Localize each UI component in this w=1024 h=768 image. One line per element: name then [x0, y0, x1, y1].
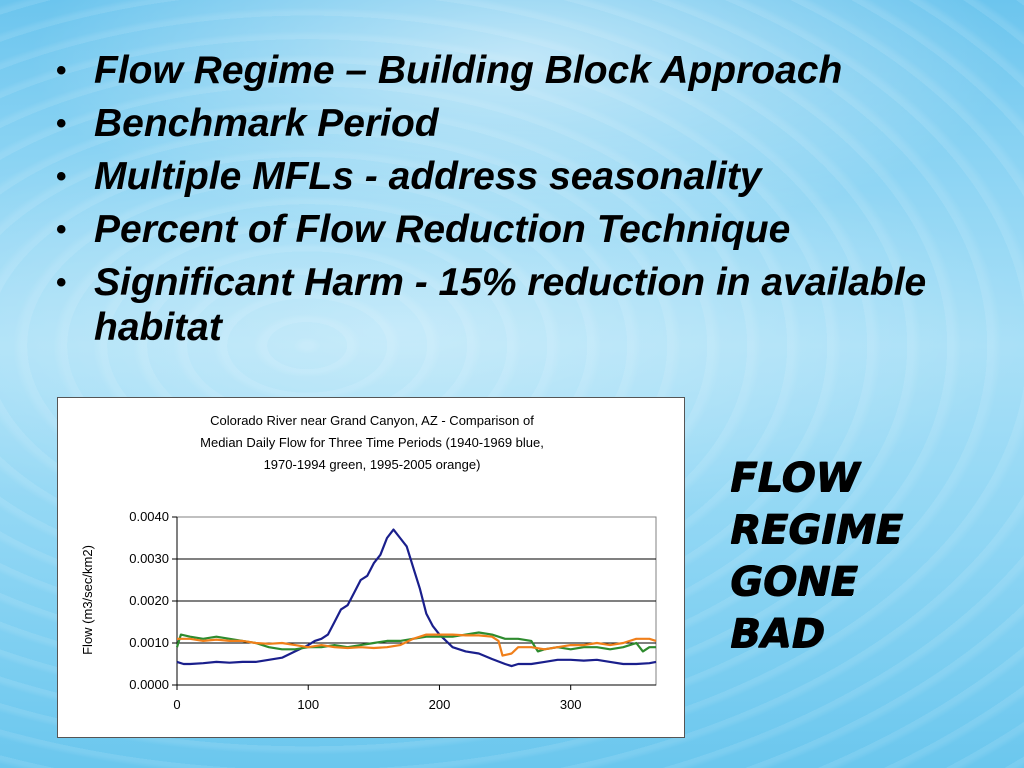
bullet-item: • Significant Harm - 15% reduction in ava… — [52, 260, 982, 350]
y-tick-label: 0.0010 — [129, 635, 169, 650]
chart-title-line-3: 1970-1994 green, 1995-2005 orange) — [264, 457, 481, 472]
bullet-text: Flow Regime – Building Block Approach — [94, 49, 843, 92]
bullet-item: • Multiple MFLs - address seasonality — [52, 154, 982, 199]
bullet-text: Percent of Flow Reduction Technique — [94, 208, 791, 251]
bullet-text: Significant Harm - 15% reduction in avai… — [94, 261, 927, 349]
y-tick-label: 0.0020 — [129, 593, 169, 608]
y-tick-label: 0.0030 — [129, 551, 169, 566]
x-tick-label: 0 — [173, 697, 180, 712]
chart-title-line-2: Median Daily Flow for Three Time Periods… — [200, 435, 544, 450]
bullet-item: • Benchmark Period — [52, 101, 982, 146]
flow-regime-gone-bad-label: FLOW REGIME GONE BAD — [730, 452, 990, 660]
y-axis-label: Flow (m3/sec/km2) — [80, 545, 95, 655]
chart-container: Colorado River near Grand Canyon, AZ - C… — [57, 397, 685, 738]
bullet-text: Multiple MFLs - address seasonality — [94, 155, 762, 198]
side-label-line-2: REGIME — [730, 507, 903, 553]
side-label-line-4: BAD — [730, 611, 825, 657]
bullet-dot: • — [56, 54, 67, 87]
bullet-item: • Percent of Flow Reduction Technique — [52, 207, 982, 252]
bullet-dot: • — [56, 160, 67, 193]
y-tick-label: 0.0040 — [129, 509, 169, 524]
flow-chart: Colorado River near Grand Canyon, AZ - C… — [80, 413, 657, 712]
chart-title-line-1: Colorado River near Grand Canyon, AZ - C… — [210, 413, 534, 428]
y-tick-label: 0.0000 — [129, 677, 169, 692]
bullet-dot: • — [56, 213, 67, 246]
series-line-1 — [176, 528, 657, 668]
x-tick-label: 200 — [429, 697, 451, 712]
x-tick-label: 300 — [560, 697, 582, 712]
side-label-line-3: GONE — [730, 559, 858, 605]
side-label-line-1: FLOW — [730, 455, 860, 501]
bullet-dot: • — [56, 266, 67, 299]
bullet-item: • Flow Regime – Building Block Approach — [52, 48, 982, 93]
bullet-text: Benchmark Period — [94, 102, 439, 145]
series-line-3 — [177, 633, 657, 657]
x-tick-label: 100 — [297, 697, 319, 712]
bullet-list: • Flow Regime – Building Block Approach •… — [52, 48, 982, 358]
bullet-dot: • — [56, 107, 67, 140]
